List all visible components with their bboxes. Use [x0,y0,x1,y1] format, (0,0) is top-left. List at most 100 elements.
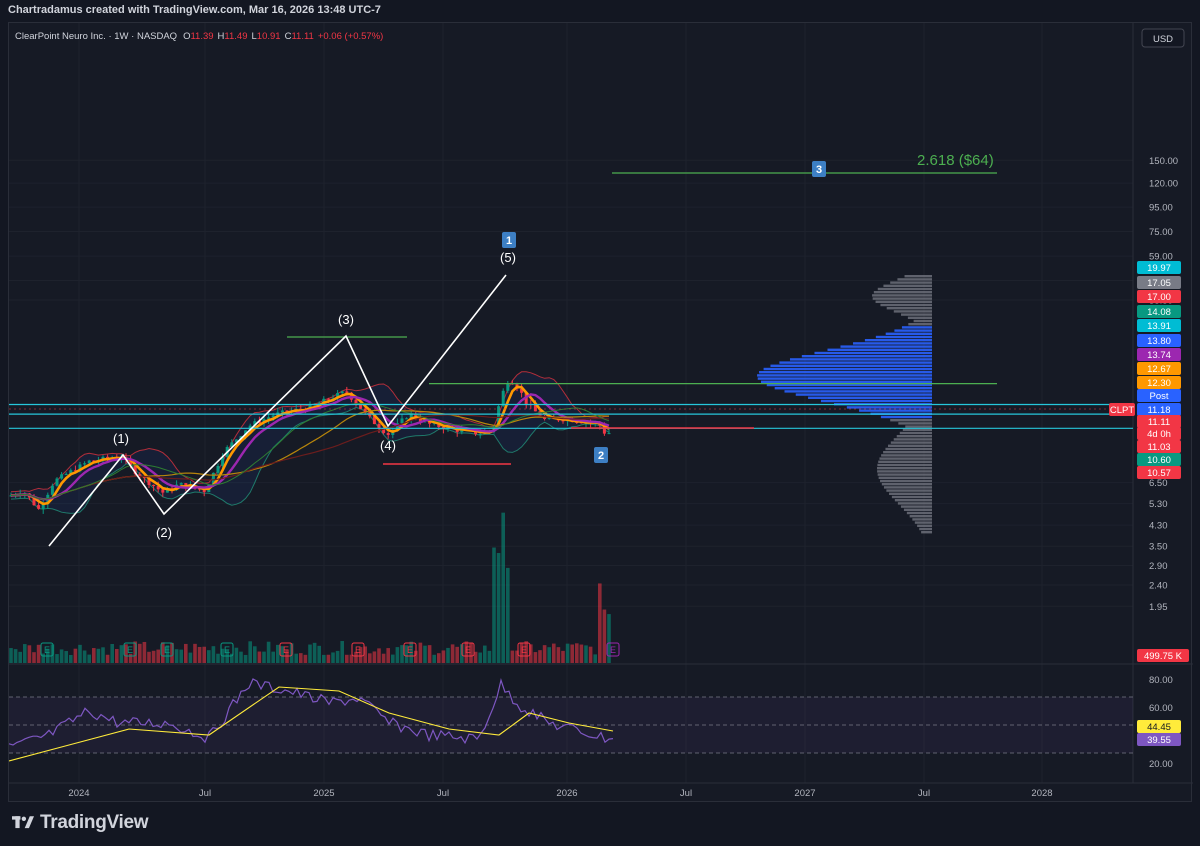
rsi-value-badge [1137,733,1181,746]
top-caption-bar: Chartradamus created with TradingView.co… [0,0,1200,22]
volume-profile-bar [880,479,932,483]
volume-bar [404,645,409,663]
volume-bar [556,647,561,663]
volume-profile-bar [908,323,932,326]
volume-profile-bar [840,345,932,348]
volume-profile-bar [853,342,932,345]
time-tick-label: 2024 [68,788,89,799]
volume-bar [487,650,492,663]
volume-bar [326,654,331,663]
chart-frame[interactable]: E E E E E E E E E E 80.00 60.00 20.00 44.45 39.55 150… [8,22,1193,803]
volume-profile-bar [906,511,932,515]
symbol-legend: ClearPoint Neuro Inc. · 1W · NASDAQ O11.3… [15,31,383,42]
volume-profile-bar [877,473,932,476]
symbol-tag [1109,403,1135,416]
earnings-marker-label: E [164,645,170,655]
volume-bar [542,645,547,663]
close-label: C [285,31,292,42]
volume-profile-bar [875,300,932,303]
volume-bar [331,652,335,663]
volume-profile-bar [898,422,932,425]
volume-profile-bar [789,358,932,361]
candle-body [234,439,238,443]
candle-body [83,463,87,465]
candle-body [55,478,59,486]
svg-text:3: 3 [816,164,822,176]
volume-bar [18,651,22,663]
volume-profile-bar [890,441,932,444]
volume-profile-bar [889,492,932,495]
rsi-value-label: 44.45 [1147,722,1171,733]
brand-name: TradingView [40,812,149,833]
volume-profile-bar [877,467,932,470]
volume-bar [496,553,501,663]
earnings-marker [40,642,54,657]
candle-body [354,399,358,405]
volume-profile-bar [859,409,932,412]
volume-profile-bar [886,489,932,492]
candle-body [37,505,41,509]
candle-body [520,388,524,393]
candle-body [129,459,133,466]
volume-profile-bar [820,399,932,403]
price-badge-label: 14.08 [1147,307,1171,318]
volume-profile-bar [912,518,932,521]
volume-bar [450,644,455,663]
price-badge-label: 11.11 [1148,417,1170,428]
volume-profile-bar [909,515,932,518]
volume-bar [266,641,271,663]
candle-body [9,495,13,497]
price-badge-label: 17.05 [1147,278,1171,289]
candle-body [138,474,142,478]
candle-body [326,398,330,400]
candle-body [363,408,367,412]
rsi-value-label: 39.55 [1147,735,1171,746]
volume-profile-bar [808,396,932,399]
price-tick-label: 75.00 [1149,227,1173,238]
price-badge-label: 11.18 [1147,405,1170,416]
volume-bar [381,653,386,663]
volume-profile-bar [899,431,932,435]
volume-bar [473,651,478,663]
volume-bar [179,649,183,663]
volume-profile-bar [801,355,932,358]
candle-body [179,483,183,485]
currency-button[interactable]: USD [1141,28,1185,48]
volume-bar [547,647,551,663]
volume-bar [464,641,469,663]
volume-bar [455,646,459,663]
earnings-marker-label: E [407,645,413,655]
candle-body [336,393,340,399]
volume-bar [262,651,266,663]
volume-profile-bar [891,495,932,499]
candle-body [418,418,422,422]
volume-profile-bar [907,316,932,319]
price-tick-label: 150.00 [1149,156,1178,167]
volume-profile-bar [872,294,932,297]
volume-bar [271,651,275,663]
open-value: 11.39 [190,31,213,42]
volume-profile-bar [883,451,932,454]
rsi-value-badge [1137,720,1181,733]
volume-bar [441,650,446,663]
volume-bar [92,648,96,663]
candle-body [133,465,137,475]
price-badge [1137,466,1181,479]
volume-profile-bar [903,508,932,511]
rsi-signal-line [9,686,614,762]
wave-box-2: 2 [594,447,608,463]
candle-body [142,477,146,479]
close-value: 11.11 [291,31,313,42]
volume-bar [538,650,542,663]
volume-bar [584,645,588,663]
earnings-marker [123,642,137,657]
volume-profile-bar [902,428,932,431]
candle-body [257,421,261,424]
price-badge-label: 4d 0h [1147,429,1171,440]
price-badge [1137,427,1181,440]
volume-profile-bar [886,307,932,310]
price-badge [1137,290,1181,303]
candle-body [474,430,478,435]
price-chart[interactable]: E E E E E E E E E E 80.00 60.00 20.00 44.45 39.55 150… [9,23,1193,803]
price-badge-label: 10.60 [1147,455,1171,466]
